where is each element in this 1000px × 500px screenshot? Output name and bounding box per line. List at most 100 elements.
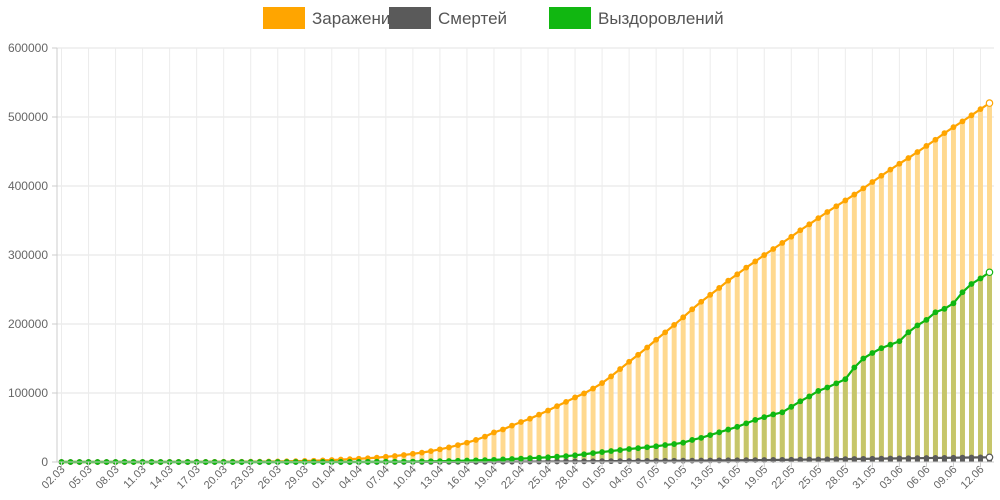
bar-2 bbox=[590, 453, 596, 462]
x-tick-label: 28.05 bbox=[824, 464, 852, 492]
bar-0 bbox=[743, 267, 749, 462]
data-point-2 bbox=[977, 275, 984, 282]
legend-item[interactable]: Заражений bbox=[263, 7, 400, 29]
data-point-0 bbox=[734, 271, 741, 278]
legend-item[interactable]: Выздоровлений bbox=[549, 7, 724, 29]
bar-0 bbox=[779, 242, 785, 462]
data-point-0 bbox=[473, 437, 479, 443]
x-tick-label: 19.04 bbox=[472, 464, 500, 492]
x-tick-label: 09.06 bbox=[932, 464, 960, 492]
data-point-0 bbox=[968, 112, 975, 119]
y-tick-label: 500000 bbox=[8, 110, 48, 124]
data-point-2 bbox=[554, 453, 560, 460]
bar-0 bbox=[689, 309, 695, 462]
x-tick-label: 03.06 bbox=[878, 464, 906, 492]
data-point-2 bbox=[869, 350, 876, 356]
series-line-2 bbox=[61, 271, 991, 464]
bar-2 bbox=[662, 445, 668, 462]
y-tick-label: 400000 bbox=[8, 179, 48, 193]
legend-item[interactable]: Смертей bbox=[389, 7, 507, 29]
data-point-0 bbox=[509, 422, 515, 429]
data-point-0 bbox=[833, 203, 840, 210]
data-point-2 bbox=[896, 338, 903, 345]
data-point-2 bbox=[797, 398, 804, 405]
bar-2 bbox=[869, 352, 875, 462]
bar-0 bbox=[653, 339, 659, 462]
bar-0 bbox=[527, 418, 533, 462]
data-point-0 bbox=[941, 130, 948, 137]
bar-2 bbox=[707, 435, 713, 462]
data-point-2 bbox=[941, 305, 948, 312]
data-point-0 bbox=[455, 442, 461, 449]
data-point-0 bbox=[824, 209, 831, 215]
x-tick-label: 29.03 bbox=[283, 464, 311, 492]
data-point-2 bbox=[788, 403, 795, 410]
bar-0 bbox=[626, 361, 632, 462]
data-point-2 bbox=[743, 420, 750, 427]
bar-0 bbox=[914, 152, 920, 462]
data-point-2 bbox=[779, 409, 786, 416]
bar-2 bbox=[671, 444, 677, 462]
data-point-1 bbox=[887, 455, 894, 462]
data-point-2 bbox=[842, 376, 849, 383]
data-point-2 bbox=[806, 393, 813, 400]
bar-0 bbox=[482, 436, 488, 462]
data-point-1 bbox=[644, 458, 651, 464]
data-point-1 bbox=[779, 456, 786, 463]
legend[interactable]: Заражений Смертей Выздоровлений bbox=[263, 7, 724, 29]
x-tick-label: 10.04 bbox=[391, 464, 419, 492]
bar-0 bbox=[716, 287, 722, 462]
data-point-0 bbox=[391, 453, 398, 459]
x-tick-label: 26.03 bbox=[256, 464, 284, 492]
data-point-2 bbox=[608, 448, 614, 454]
bar-0 bbox=[761, 255, 767, 462]
x-tick-label: 22.05 bbox=[769, 464, 797, 492]
x-tick-label: 28.04 bbox=[553, 464, 581, 492]
data-point-1 bbox=[635, 458, 642, 464]
data-point-0 bbox=[851, 191, 858, 198]
bar-0 bbox=[446, 447, 452, 462]
x-tick-label: 19.05 bbox=[742, 464, 770, 492]
data-point-1 bbox=[923, 455, 930, 461]
data-point-1 bbox=[815, 456, 822, 463]
data-point-0 bbox=[653, 336, 660, 343]
bar-0 bbox=[887, 169, 893, 462]
bar-2 bbox=[878, 348, 884, 462]
bar-0 bbox=[401, 455, 407, 462]
bar-2 bbox=[788, 406, 794, 462]
data-point-0 bbox=[923, 143, 930, 149]
x-tick-label: 22.04 bbox=[499, 464, 527, 492]
data-point-1 bbox=[833, 456, 840, 463]
data-point-1 bbox=[842, 456, 849, 463]
bar-2 bbox=[950, 303, 956, 462]
data-point-0 bbox=[446, 444, 452, 451]
data-point-1 bbox=[905, 455, 912, 462]
x-tick-label: 11.03 bbox=[121, 464, 148, 491]
legend-label: Выздоровлений bbox=[598, 9, 724, 28]
bar-0 bbox=[698, 301, 704, 462]
bar-0 bbox=[923, 145, 929, 463]
data-point-2 bbox=[545, 454, 551, 461]
bar-2 bbox=[851, 367, 857, 462]
data-point-2 bbox=[418, 458, 425, 465]
data-point-2 bbox=[725, 426, 732, 433]
bar-2 bbox=[725, 429, 731, 462]
bar-0 bbox=[662, 332, 668, 462]
data-point-0 bbox=[644, 344, 651, 351]
data-point-1 bbox=[959, 454, 966, 461]
lines bbox=[61, 102, 991, 464]
data-point-0 bbox=[797, 227, 804, 234]
bar-2 bbox=[770, 414, 776, 462]
bar-0 bbox=[491, 432, 497, 462]
bar-0 bbox=[536, 414, 542, 462]
data-point-1 bbox=[824, 456, 831, 463]
bar-2 bbox=[987, 272, 992, 462]
data-point-0 bbox=[914, 149, 921, 155]
data-point-1 bbox=[590, 458, 596, 465]
data-point-2 bbox=[707, 432, 714, 438]
legend-swatch bbox=[263, 7, 305, 29]
data-point-2 bbox=[590, 450, 596, 456]
data-point-0 bbox=[959, 118, 966, 125]
